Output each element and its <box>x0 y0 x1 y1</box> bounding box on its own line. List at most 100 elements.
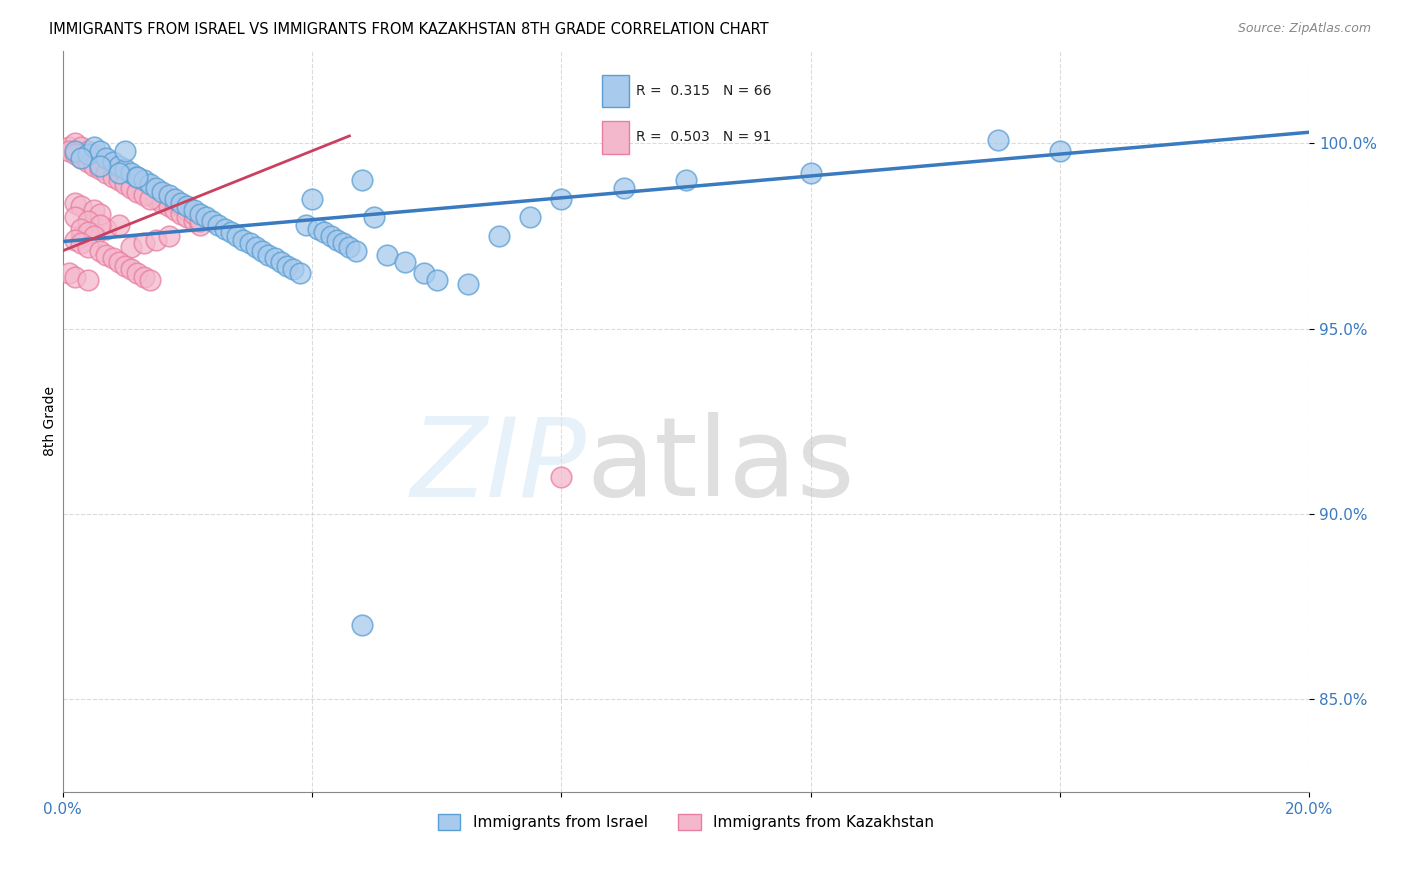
Point <box>83 154 105 169</box>
Point <box>188 218 211 232</box>
Point <box>183 207 205 221</box>
Point <box>145 192 167 206</box>
Point <box>120 166 142 180</box>
Point <box>70 151 93 165</box>
Point <box>176 202 198 217</box>
Point <box>350 618 373 632</box>
Point <box>332 236 354 251</box>
Point <box>145 181 167 195</box>
Point <box>157 229 180 244</box>
Point <box>226 229 249 244</box>
Point <box>307 221 329 235</box>
Point <box>114 259 136 273</box>
Point <box>76 144 98 158</box>
Point <box>127 181 149 195</box>
Point <box>413 266 436 280</box>
Point <box>114 166 136 180</box>
Point <box>63 269 86 284</box>
Point <box>76 240 98 254</box>
Point <box>152 188 174 202</box>
Point <box>139 192 162 206</box>
Point <box>519 211 541 225</box>
Text: atlas: atlas <box>586 412 855 519</box>
Point <box>987 133 1010 147</box>
Y-axis label: 8th Grade: 8th Grade <box>44 386 58 457</box>
Point <box>145 233 167 247</box>
Point <box>96 247 118 261</box>
Point <box>276 259 298 273</box>
Point <box>176 199 198 213</box>
Point <box>800 166 823 180</box>
Point <box>63 233 86 247</box>
Point <box>70 140 93 154</box>
Point <box>132 185 155 199</box>
Point <box>195 211 218 225</box>
Point <box>70 199 93 213</box>
Point <box>107 159 129 173</box>
Point <box>120 177 142 191</box>
Point <box>101 159 124 173</box>
Point <box>89 207 111 221</box>
Point <box>157 192 180 206</box>
Point <box>70 151 93 165</box>
Point <box>152 185 174 199</box>
Point <box>83 140 105 154</box>
Point <box>488 229 510 244</box>
Point <box>188 214 211 228</box>
Point <box>613 181 636 195</box>
Point <box>132 173 155 187</box>
Point <box>363 211 385 225</box>
Point <box>239 236 262 251</box>
Point <box>263 252 285 266</box>
Point <box>120 169 142 184</box>
Point <box>288 266 311 280</box>
Point <box>83 159 105 173</box>
Point <box>170 199 193 213</box>
Text: Source: ZipAtlas.com: Source: ZipAtlas.com <box>1237 22 1371 36</box>
Point <box>139 188 162 202</box>
Point <box>145 185 167 199</box>
Point <box>157 188 180 202</box>
Point <box>76 214 98 228</box>
Point <box>314 225 336 239</box>
Point <box>127 266 149 280</box>
Point <box>201 214 224 228</box>
Point <box>245 240 267 254</box>
Point <box>157 199 180 213</box>
Point <box>83 147 105 161</box>
Point <box>1049 144 1071 158</box>
Point <box>96 162 118 177</box>
Point <box>127 185 149 199</box>
Point <box>457 277 479 292</box>
Point <box>132 177 155 191</box>
Point <box>101 166 124 180</box>
Point <box>70 229 93 244</box>
Point <box>152 195 174 210</box>
Point <box>70 236 93 251</box>
Point <box>101 252 124 266</box>
Point <box>63 147 86 161</box>
Point <box>350 173 373 187</box>
Point <box>120 240 142 254</box>
Point <box>176 211 198 225</box>
Point <box>394 255 416 269</box>
Point <box>89 151 111 165</box>
Point <box>132 188 155 202</box>
Point <box>183 202 205 217</box>
Point <box>319 229 342 244</box>
Point <box>120 262 142 277</box>
Point <box>63 136 86 151</box>
Point <box>76 154 98 169</box>
Point <box>83 202 105 217</box>
Point <box>107 166 129 180</box>
Point <box>76 273 98 287</box>
Point <box>114 173 136 187</box>
Point <box>63 195 86 210</box>
Point <box>63 144 86 158</box>
Point <box>214 221 236 235</box>
Point <box>114 177 136 191</box>
Point <box>96 166 118 180</box>
Point <box>89 244 111 258</box>
Point <box>114 162 136 177</box>
Point <box>89 159 111 173</box>
